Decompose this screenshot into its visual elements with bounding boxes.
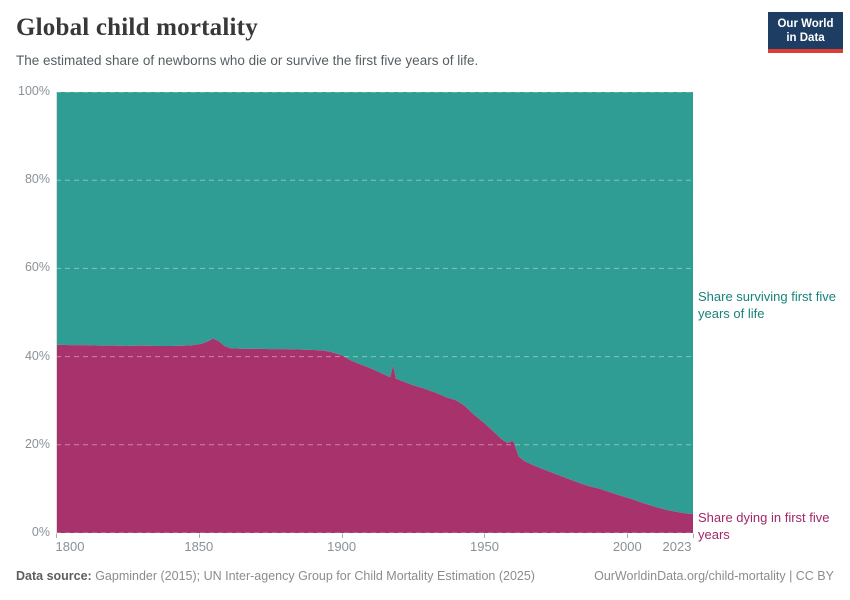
chart-subtitle: The estimated share of newborns who die … (16, 53, 479, 68)
owid-logo-red-bar (768, 49, 843, 53)
data-source-label: Data source: (16, 569, 92, 583)
area-share-dying[interactable] (56, 338, 693, 534)
x-axis-label-1850: 1850 (184, 539, 214, 554)
owid-logo-line1: Our World (777, 18, 834, 30)
series-label-surviving: Share surviving first five years of life (698, 289, 836, 321)
y-axis-label-100: 100% (18, 84, 50, 98)
series-label-dying: Share dying in first five years (698, 510, 830, 542)
x-axis-label-1800: 1800 (55, 539, 85, 554)
x-axis-label-1900: 1900 (327, 539, 357, 554)
y-axis-label-20: 20% (24, 436, 50, 451)
owid-logo[interactable]: Our World in Data (768, 12, 843, 53)
owid-logo-line2: in Data (786, 32, 825, 44)
page-title: Global child mortality (16, 14, 258, 41)
x-axis-label-2023: 2023 (662, 539, 692, 554)
y-axis-label-80: 80% (24, 172, 50, 187)
y-axis-label-40: 40% (24, 348, 50, 363)
area-share-surviving[interactable] (56, 92, 693, 514)
x-axis-label-2000: 2000 (612, 539, 642, 554)
owid-logo-box: Our World in Data (768, 12, 843, 49)
y-axis-label-0: 0% (31, 525, 50, 539)
data-source-note: Data source: Gapminder (2015); UN Inter-… (16, 569, 535, 583)
x-axis-label-1950: 1950 (470, 539, 499, 554)
data-source-text: Gapminder (2015); UN Inter-agency Group … (91, 569, 535, 583)
y-axis-label-60: 60% (24, 260, 50, 275)
chart-footer: Data source: Gapminder (2015); UN Inter-… (16, 569, 834, 583)
footer-citation-link[interactable]: OurWorldinData.org/child-mortality | CC … (594, 569, 834, 583)
